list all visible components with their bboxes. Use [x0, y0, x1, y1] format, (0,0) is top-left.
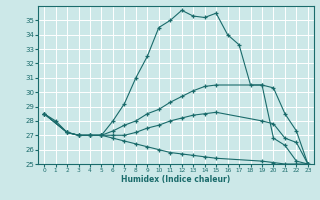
X-axis label: Humidex (Indice chaleur): Humidex (Indice chaleur) — [121, 175, 231, 184]
